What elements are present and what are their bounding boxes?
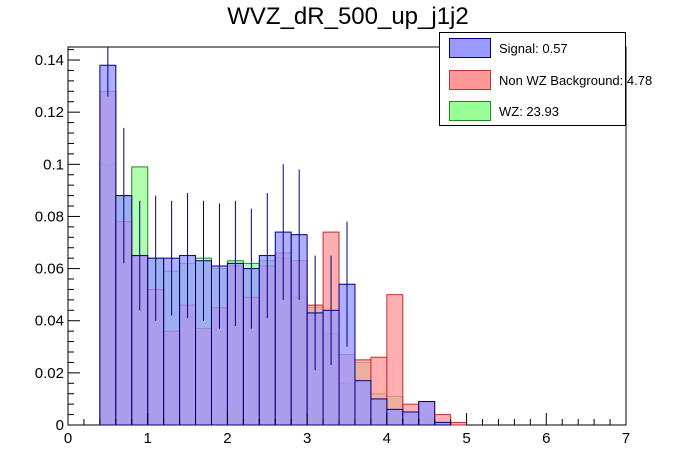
y-tick-label-0: 0 — [56, 417, 64, 434]
y-tick-label-7: 0.14 — [35, 52, 64, 69]
bar-signal-20 — [418, 401, 436, 426]
x-tick-label-6: 6 — [542, 430, 550, 447]
legend-swatch-non-wz-background — [449, 70, 491, 90]
error-bars — [107, 47, 348, 371]
histogram-bars — [99, 64, 468, 426]
x-tick-label-1: 1 — [144, 430, 152, 447]
legend-entry-signal: Signal: 0.57 — [449, 37, 568, 59]
y-tick-label-1: 0.02 — [35, 365, 64, 382]
bar-signal-17 — [370, 398, 388, 426]
y-tick-label-6: 0.12 — [35, 104, 64, 121]
x-tick-label-3: 3 — [303, 430, 311, 447]
bar-non-wz-background-18 — [386, 294, 404, 426]
legend-label-signal: Signal: 0.57 — [499, 40, 568, 56]
y-tick-label-3: 0.06 — [35, 261, 64, 278]
x-tick-label-2: 2 — [223, 430, 231, 447]
x-tick-label-0: 0 — [64, 430, 72, 447]
x-tick-label-4: 4 — [383, 430, 391, 447]
y-tick-label-2: 0.04 — [35, 313, 64, 330]
bar-signal-21 — [434, 421, 452, 426]
legend-entry-non-wz-background: Non WZ Background: 4.78 — [449, 69, 652, 91]
legend-entry-wz: WZ: 23.93 — [449, 100, 559, 122]
legend-swatch-signal — [449, 38, 491, 58]
x-tick-label-7: 7 — [622, 430, 630, 447]
legend: Signal: 0.57 Non WZ Background: 4.78 WZ:… — [439, 32, 652, 126]
x-tick-label-5: 5 — [462, 430, 470, 447]
legend-label-wz: WZ: 23.93 — [499, 103, 559, 119]
bar-signal-18 — [386, 408, 404, 426]
bar-signal-19 — [402, 411, 420, 426]
legend-swatch-wz — [449, 101, 491, 121]
bar-signal-0 — [99, 64, 117, 426]
y-tick-label-5: 0.1 — [43, 156, 64, 173]
chart-title: WVZ_dR_500_up_j1j2 — [227, 3, 469, 30]
axes-ticks: 0 1 2 3 4 5 6 7 0 0.02 0.04 0.06 0.08 0.1 0.12 0.14 — [35, 49, 630, 447]
bar-signal-16 — [354, 380, 372, 426]
legend-label-non-wz-background: Non WZ Background: 4.78 — [499, 72, 653, 88]
bar-non-wz-background-22 — [450, 421, 468, 426]
y-tick-label-4: 0.08 — [35, 208, 64, 225]
